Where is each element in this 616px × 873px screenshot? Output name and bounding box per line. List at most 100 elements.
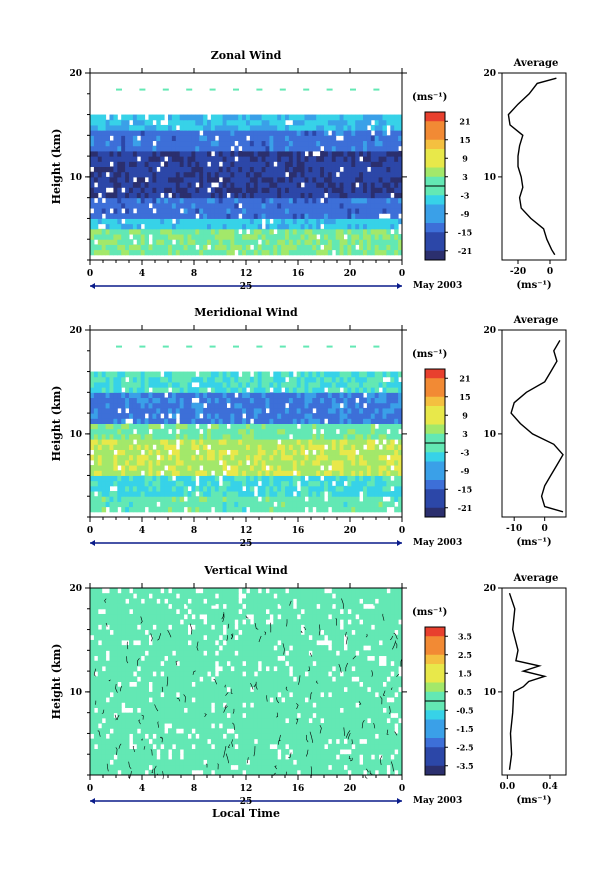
heatmap-cell [261,135,266,142]
heatmap-cell [249,218,255,225]
heatmap-cell [355,381,360,388]
heatmap-cell [363,234,368,240]
heatmap-cell [359,728,364,734]
heatmap-cell [97,187,103,193]
heatmap-cell [90,124,95,131]
heatmap-cell [214,156,220,162]
heatmap-cell [140,754,146,760]
heatmap-cell [320,239,325,245]
heatmap-cell [160,728,165,734]
heatmap-cell [378,501,383,508]
heatmap-cell [242,176,247,183]
heatmap-cell [226,418,231,424]
heatmap-cell [269,506,274,513]
heatmap-cell [347,407,352,414]
heatmap-cell [191,491,196,497]
heatmap-cell [105,459,110,466]
heatmap-cell [140,187,146,193]
heatmap-cell [183,733,188,740]
heatmap-cell [218,156,224,162]
heatmap-cell [125,171,130,178]
heatmap-cell [136,202,142,209]
heatmap-cell [97,234,103,240]
heatmap-cell [195,156,200,162]
heatmap-cell [117,187,122,193]
heatmap-cell [121,140,126,147]
heatmap-cell [183,759,188,766]
heatmap-cell [183,449,188,456]
heatmap-cell [265,187,270,193]
heatmap-cell [218,728,224,734]
heatmap-cell [359,182,364,188]
heatmap-cell [152,475,157,482]
heatmap-cell [265,202,270,209]
heatmap-cell [265,244,270,251]
heatmap-cell [363,213,368,219]
heatmap-cell [355,480,360,487]
heatmap-cell [304,491,309,497]
heatmap-cell [386,223,391,230]
heatmap-cell [242,723,247,729]
heatmap-cell [269,418,274,424]
colorbar-tick-label: 3 [462,429,468,439]
heatmap-cell [347,187,352,193]
heatmap-cell [222,176,227,183]
heatmap-cell [179,218,185,225]
heatmap-cell [300,480,305,487]
heatmap-cell [351,161,356,167]
heatmap-cell [214,197,220,204]
heatmap-cell [171,187,177,193]
heatmap-cell [394,249,399,256]
heatmap-cell [207,754,212,760]
heatmap-cell [97,171,103,178]
heatmap-cell [394,428,399,435]
heatmap-cell [90,506,95,513]
heatmap-cell [316,459,321,466]
heatmap-cell [288,140,294,147]
heatmap-cell [335,480,341,487]
heatmap-cell [238,506,243,513]
heatmap-cell [304,465,309,471]
heatmap-cell [140,759,146,766]
heatmap-cell [374,491,380,497]
heatmap-cell [316,402,321,409]
heatmap-cell [320,759,325,766]
heatmap-cell [148,114,153,121]
colorbar-tick-label: 15 [459,392,470,402]
heatmap-cell [277,738,282,745]
heatmap-cell [366,171,372,178]
heatmap-cell [105,433,110,440]
heatmap-cell [320,202,325,209]
heatmap-cell [105,738,110,745]
heatmap-cell [90,454,95,461]
heatmap-cell [101,156,107,162]
heatmap-cell [105,223,110,230]
heatmap-cell [320,187,325,193]
heatmap-cell [366,156,372,162]
heatmap-cell [394,176,399,183]
heatmap-cell [210,764,216,771]
heatmap-cell [152,764,157,771]
heatmap-cell [366,491,372,497]
heatmap-cell [281,249,286,256]
heatmap-cell [214,187,220,193]
heatmap-cell [191,234,196,240]
heatmap-cell [277,485,282,492]
heatmap-cell [265,145,270,152]
colorbar-unit: (ms⁻¹) [412,349,447,360]
heatmap-cell [148,449,153,456]
heatmap-cell [398,208,403,214]
heatmap-cell [386,156,391,162]
heatmap-cell [183,197,188,204]
heatmap-cell [265,114,270,121]
heatmap-cell [195,135,200,142]
heatmap-cell [355,208,360,214]
heatmap-cell [370,114,376,121]
heatmap-cell [160,145,165,152]
heatmap-cell [234,428,239,435]
x-tick-label: 0 [399,526,405,536]
heatmap-cell [226,145,231,152]
heatmap-cell [320,192,325,199]
heatmap-cell [214,228,220,235]
heatmap-cell [343,166,348,173]
